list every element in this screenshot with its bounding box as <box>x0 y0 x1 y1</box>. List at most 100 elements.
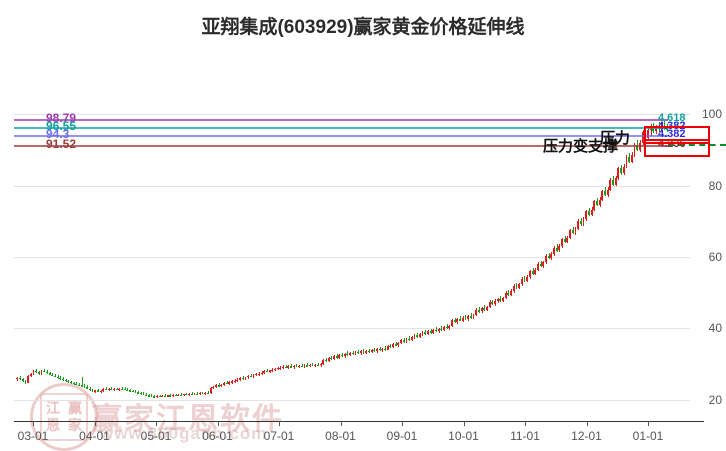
candle-body <box>378 349 381 351</box>
candle-body <box>561 239 563 247</box>
candle-wick <box>390 343 392 348</box>
candle-body <box>633 144 636 156</box>
candle-body <box>343 353 346 357</box>
candle-body <box>646 130 649 138</box>
candle-body <box>19 377 21 380</box>
candle-wick <box>336 354 338 359</box>
candle-wick <box>379 347 381 352</box>
candle-wick <box>170 393 172 397</box>
candle-body <box>29 374 32 376</box>
candle-body <box>164 395 166 397</box>
y-axis-tick-label: 60 <box>708 249 722 264</box>
candle-body <box>292 366 295 368</box>
candle-body <box>531 271 534 274</box>
candle-body <box>88 388 91 390</box>
candle-body <box>486 306 488 311</box>
candle-body <box>429 331 432 333</box>
candle-body <box>410 337 413 340</box>
annotation-pressure-to-support: 压力变支撑 <box>543 138 619 155</box>
candle-wick <box>164 394 166 397</box>
candle-wick <box>409 335 411 341</box>
candle-body <box>142 393 145 396</box>
plot-area <box>14 100 690 421</box>
candle-body <box>265 371 268 373</box>
candle-body <box>172 394 174 397</box>
candle-body <box>491 302 494 305</box>
x-axis-tick-label: 05-01 <box>140 429 172 443</box>
candle-wick <box>218 383 220 387</box>
candle-body <box>357 352 359 354</box>
candle-body <box>620 168 622 174</box>
candle-wick <box>331 355 333 360</box>
candle-body <box>555 247 558 251</box>
candle-body <box>110 388 113 391</box>
x-axis-tick-label: 11-01 <box>510 429 540 443</box>
candle-body <box>300 365 303 367</box>
candle-wick <box>347 351 349 356</box>
y-axis-tick-label: 80 <box>708 178 722 193</box>
candle-body <box>35 371 37 373</box>
candle-body <box>435 330 437 332</box>
candle-body <box>282 366 284 368</box>
candle-body <box>228 382 231 384</box>
candle-wick <box>374 347 376 353</box>
candle-body <box>483 308 486 311</box>
candle-body <box>515 285 518 288</box>
candle-body <box>628 156 630 163</box>
candle-wick <box>430 328 432 334</box>
candle-body <box>424 332 427 334</box>
candle-body <box>526 277 529 281</box>
candle-wick <box>148 393 150 397</box>
candle-body <box>539 263 542 267</box>
candle-body <box>461 317 464 321</box>
x-axis-tick-mark <box>33 421 34 426</box>
candle-body <box>346 353 349 355</box>
candle-body <box>574 228 577 234</box>
candle-body <box>241 378 244 380</box>
candle-body <box>268 370 271 372</box>
candle-body <box>123 388 126 391</box>
candle-wick <box>175 393 177 397</box>
candle-body <box>185 394 188 396</box>
x-axis-tick-label: 09-01 <box>386 429 418 443</box>
ratio-highlight-box <box>644 126 710 144</box>
watermark-url: www.360gann.com <box>100 424 268 443</box>
candle-wick <box>358 350 360 355</box>
candle-wick <box>352 350 354 355</box>
candle-body <box>494 301 496 305</box>
candle-body <box>510 291 512 295</box>
candle-body <box>445 327 448 329</box>
candle-body <box>617 168 620 179</box>
candle-body <box>453 320 456 323</box>
candle-body <box>126 389 129 391</box>
candle-body <box>319 364 322 366</box>
candle-wick <box>154 394 156 398</box>
y-axis-tick-label: 20 <box>708 392 722 407</box>
candle-body <box>563 239 566 242</box>
left-price-label: 91.52 <box>46 136 77 151</box>
candle-body <box>75 383 78 386</box>
candle-body <box>416 335 418 337</box>
candle-body <box>158 396 161 398</box>
candle-body <box>630 155 633 163</box>
candle-body <box>596 201 598 206</box>
candle-body <box>209 388 212 394</box>
candle-body <box>354 352 357 354</box>
x-axis-tick-mark <box>463 421 465 426</box>
candle-body <box>351 352 354 355</box>
candle-body <box>271 369 274 371</box>
candle-wick <box>191 392 193 395</box>
candle-body <box>504 292 507 298</box>
candle-wick <box>395 342 397 347</box>
x-axis-tick-label: 01-01 <box>632 429 664 443</box>
gann-line <box>14 118 668 121</box>
candle-body <box>518 284 520 288</box>
candle-body <box>54 375 56 377</box>
x-axis-tick-mark <box>648 421 649 426</box>
gann-line <box>14 144 668 147</box>
candle-wick <box>237 377 239 383</box>
candle-body <box>612 179 614 185</box>
candle-body <box>467 316 469 320</box>
candle-body <box>553 247 555 255</box>
candle-body <box>386 345 389 350</box>
